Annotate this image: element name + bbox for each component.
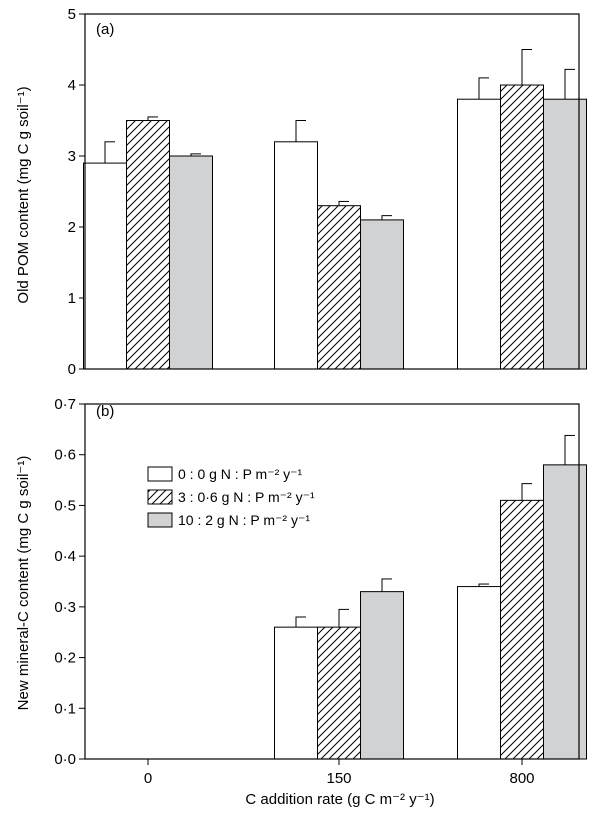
panel-b-ytick-label: 0·3 [54,599,76,616]
panel-b-ytick-label: 0·2 [54,650,76,667]
panel-b-ytick-label: 0·4 [54,548,76,565]
panel-a-ytick-label: 4 [68,77,76,94]
panel-a-bar-0-s0 [83,162,127,370]
panel-b-bars [274,434,587,760]
panel-b-frame [84,403,580,760]
panel-b-bar-800-s2 [543,464,587,760]
panel-a-ytick-label: 0 [68,361,76,378]
legend-entry-0: 0 : 0 g N : P m⁻² y⁻¹ [178,466,303,482]
panel-b-ytick-label: 0·5 [54,497,76,514]
panel-a: (a) Old POM content (mg C g soil⁻¹) 0 1 2 3… [15,6,587,378]
x-tick-label: 800 [509,770,534,787]
panel-a-ylabel: Old POM content (mg C g soil⁻¹) [15,86,32,303]
panel-a-bar-150-s1 [317,205,361,370]
x-tick-label: 0 [144,770,152,787]
panel-b-yticks: 0·0 0·1 0·2 0·3 0·4 0·5 0·6 0·7 [54,396,85,768]
panel-b-label: (b) [96,403,114,420]
panel-b-ytick-label: 0·6 [54,447,76,464]
panel-a-bars [83,49,587,370]
panel-b-bar-150-s1 [317,626,361,760]
panel-a-bar-800-s2 [543,98,587,370]
x-axis-title: C addition rate (g C m⁻² y⁻¹) [245,791,434,808]
legend-entry-2: 10 : 2 g N : P m⁻² y⁻¹ [178,512,310,528]
panel-a-bar-800-s1 [500,84,544,370]
legend: 0 : 0 g N : P m⁻² y⁻¹ 3 : 0·6 g N : P m⁻… [147,466,315,528]
panel-a-ytick-label: 2 [68,219,76,236]
panel-a-yticks: 0 1 2 3 4 5 [68,6,85,378]
panel-a-bar-0-s1 [126,120,170,370]
panel-a-ytick-label: 1 [68,290,76,307]
panel-a-label: (a) [96,21,114,38]
legend-entry-1: 3 : 0·6 g N : P m⁻² y⁻¹ [178,489,315,505]
panel-a-ytick-label: 3 [68,148,76,165]
panel-a-bar-150-s2 [360,219,404,370]
x-tick-label: 150 [326,770,351,787]
panel-b-ytick-label: 0·7 [54,396,76,413]
panel-b-bar-150-s2 [360,591,404,760]
panel-a-frame [84,13,580,370]
panel-b-bar-800-s1 [500,499,544,760]
legend-swatch-0 [147,466,173,482]
x-axis: 0 150 800 [144,759,535,787]
panel-a-bar-0-s2 [169,155,213,370]
panel-a-bar-800-s0 [457,98,501,370]
legend-swatch-1 [147,489,173,505]
panel-b-ylabel: New mineral-C content (mg C g soil⁻¹) [15,456,32,711]
panel-b-bar-800-s0 [457,586,501,760]
panel-b-bar-150-s0 [274,626,318,760]
panel-b-ytick-label: 0·0 [54,751,76,768]
panel-a-bar-150-s0 [274,141,318,370]
panel-b-ytick-label: 0·1 [54,700,76,717]
legend-swatch-2 [147,512,173,528]
panel-b: (b) New mineral-C content (mg C g soil⁻¹… [15,396,587,768]
panel-a-ytick-label: 5 [68,6,76,23]
